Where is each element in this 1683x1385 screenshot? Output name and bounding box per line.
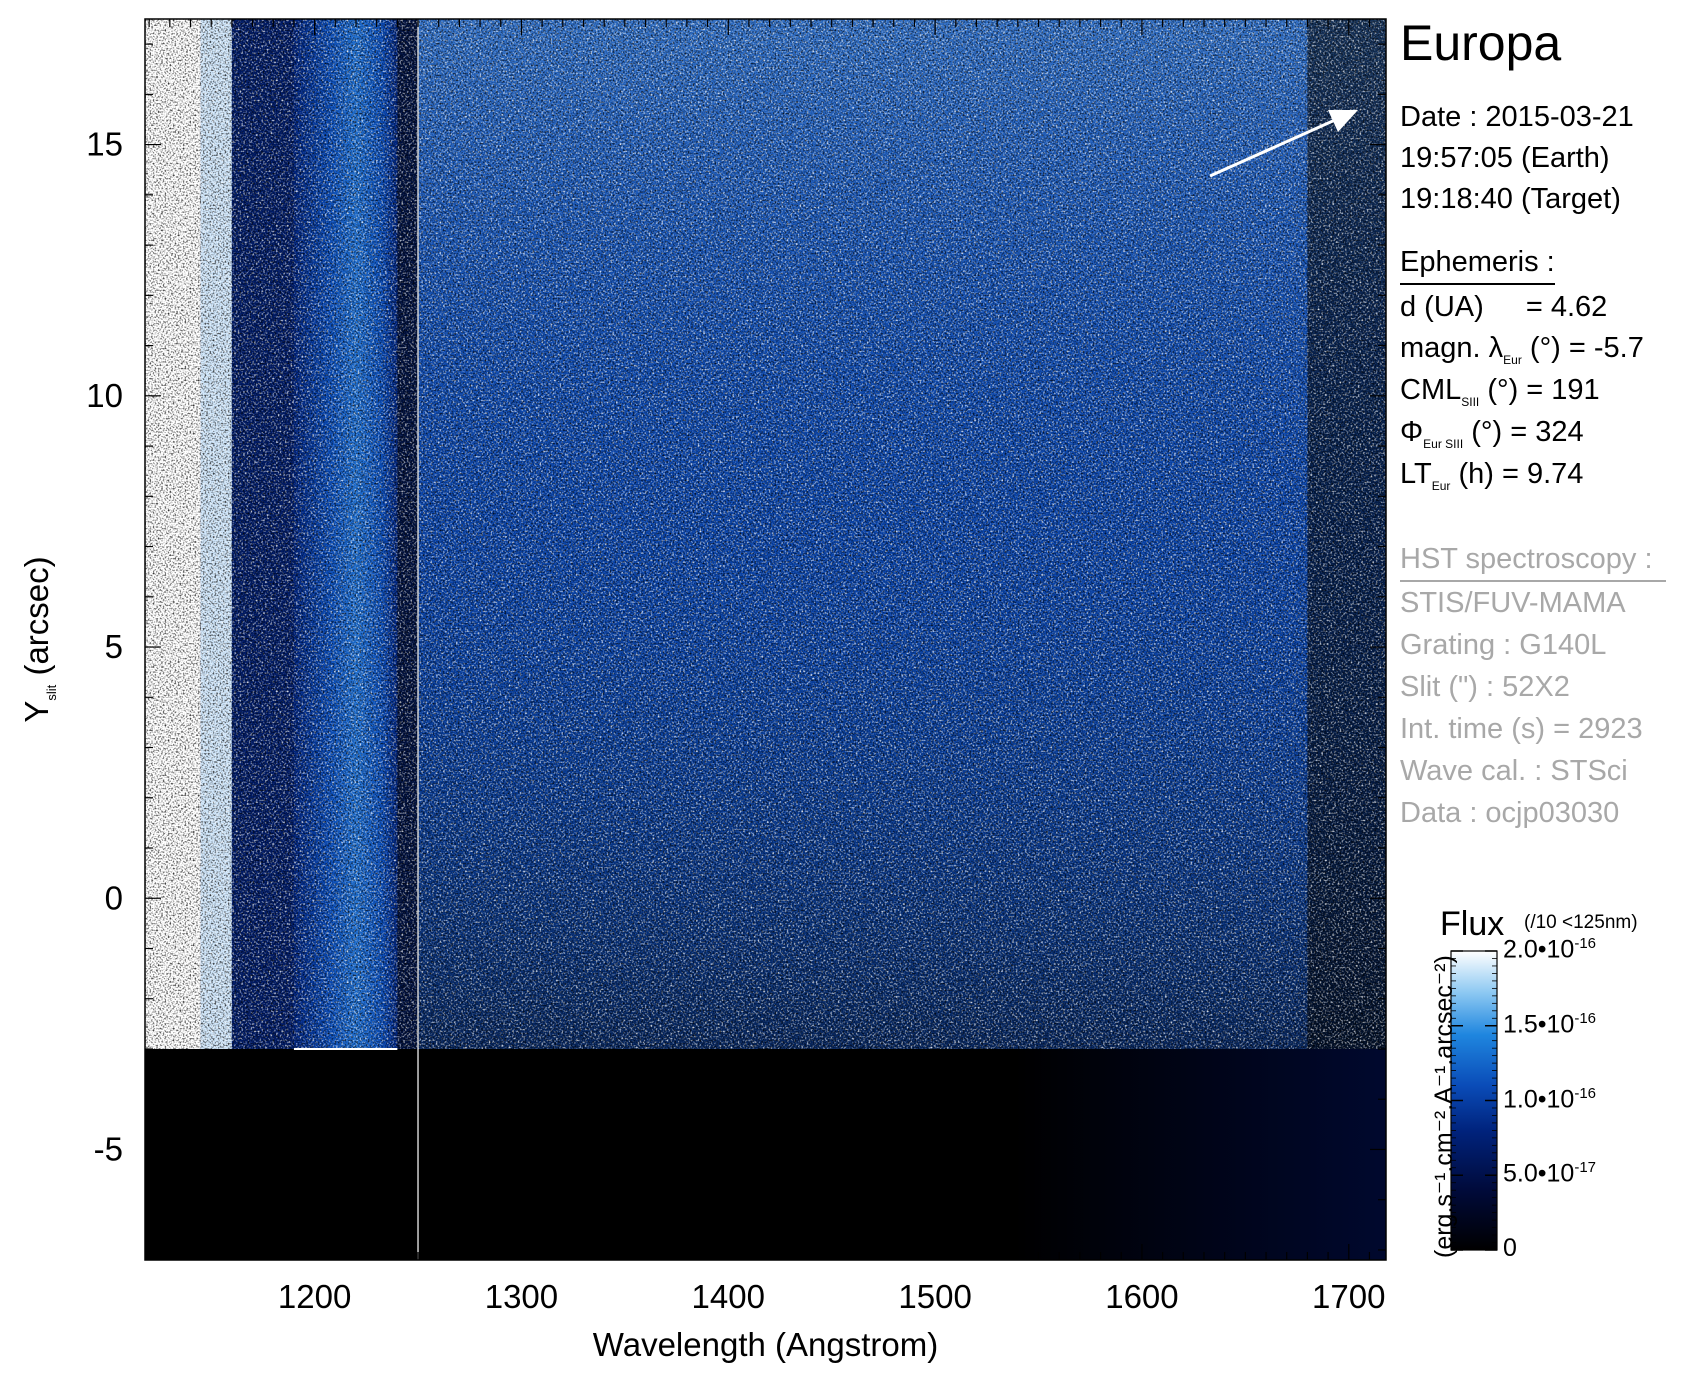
- colorbar-note: (/10 <125nm): [1524, 912, 1638, 933]
- phi-value: = 324: [1510, 416, 1584, 448]
- integration-time: Int. time (s) = 2923: [1400, 713, 1643, 745]
- wavelength-calibration: Wave cal. : STSci: [1400, 755, 1628, 787]
- target-name: Europa: [1400, 15, 1562, 71]
- lt-suffix: (h): [1458, 458, 1494, 490]
- lt-line: LTEur (h) = 9.74: [1400, 453, 1583, 507]
- colorbar-tick-mantissa: 5.0•10: [1503, 1159, 1575, 1188]
- direction-arrow: [1209, 110, 1358, 178]
- cml-suffix: (°): [1487, 374, 1519, 406]
- phi-sub: Eur SIII: [1423, 436, 1464, 451]
- x-axis-label: Wavelength (Angstrom): [593, 1326, 938, 1363]
- cml-value: = 191: [1526, 374, 1600, 406]
- colorbar-tick-exponent: -16: [1574, 1084, 1597, 1102]
- lambda-line: magn. λEur (°) = -5.7: [1400, 327, 1644, 381]
- phi-suffix: (°): [1471, 416, 1503, 448]
- colorbar-tick-mantissa: 0: [1503, 1234, 1517, 1262]
- x-tick-label: 1700: [1312, 1278, 1385, 1315]
- y-tick-label: 10: [86, 377, 123, 414]
- colorbar-tick-label: 2.0•10-16: [1503, 935, 1596, 964]
- lambda-suffix: (°): [1529, 332, 1561, 364]
- colorbar-tick-mantissa: 1.5•10: [1503, 1010, 1575, 1039]
- x-tick-label: 1200: [278, 1278, 351, 1315]
- colorbar-title: Flux: [1440, 905, 1505, 943]
- phi-line: ΦEur SIII (°) = 324: [1400, 411, 1584, 465]
- spectral-image: [145, 19, 1386, 1260]
- arrow-head: [1328, 110, 1358, 132]
- y-tick-label: 15: [86, 126, 123, 163]
- distance-line: d (UA) = 4.62: [1400, 286, 1607, 328]
- cml-line: CMLSIII (°) = 191: [1400, 369, 1600, 423]
- earth-time: 19:57:05 (Earth): [1400, 142, 1610, 174]
- y-tick-label: 0: [105, 879, 123, 916]
- y-axis-label-main: Y: [18, 701, 55, 723]
- ephemeris-header: Ephemeris :: [1400, 241, 1555, 285]
- colorbar-unit: (erg.s⁻¹.cm⁻².A⁻¹.arcsec⁻²): [1430, 955, 1458, 1258]
- target-time: 19:18:40 (Target): [1400, 183, 1621, 215]
- ephemeris-section: Ephemeris :: [1400, 241, 1555, 285]
- y-tick-label: 5: [105, 628, 123, 665]
- y-axis-label-unit: (arcsec): [18, 556, 55, 684]
- colorbar-tick-label: 1.5•10-16: [1503, 1010, 1596, 1039]
- lambda-prefix: magn. λ: [1400, 332, 1504, 364]
- colorbar-tick-exponent: -16: [1574, 1009, 1597, 1027]
- lambda-sub: Eur: [1503, 352, 1522, 367]
- lt-value: = 9.74: [1501, 458, 1584, 490]
- axes: 1200 1300 1400 1500 1600 1700 -5 0 5 10 15 Waveleng…: [18, 18, 1387, 1363]
- phi-prefix: Φ: [1400, 416, 1424, 448]
- instrument: STIS/FUV-MAMA: [1400, 587, 1626, 619]
- grating: Grating : G140L: [1400, 629, 1607, 661]
- x-tick-label: 1300: [485, 1278, 558, 1315]
- colorbar: [1450, 950, 1498, 1251]
- observation-date: Date : 2015-03-21: [1400, 101, 1634, 133]
- colorbar-tick-mantissa: 2.0•10: [1503, 935, 1575, 964]
- hst-header: HST spectroscopy :: [1400, 538, 1666, 582]
- distance-label: d (UA): [1400, 291, 1484, 323]
- x-tick-label: 1600: [1105, 1278, 1178, 1315]
- cml-prefix: CML: [1400, 374, 1462, 406]
- colorbar-tick-mantissa: 1.0•10: [1503, 1084, 1575, 1113]
- cml-sub: SIII: [1461, 394, 1480, 409]
- lt-prefix: LT: [1400, 458, 1432, 490]
- arrow-shaft: [1209, 118, 1336, 178]
- slit: Slit (") : 52X2: [1400, 671, 1570, 703]
- colorbar-tick-label: 0: [1503, 1234, 1517, 1263]
- x-tick-label: 1400: [692, 1278, 765, 1315]
- hst-section: HST spectroscopy :: [1400, 538, 1666, 582]
- y-axis-label-sub: slit: [44, 684, 59, 700]
- colorbar-tick-label: 1.0•10-16: [1503, 1085, 1596, 1114]
- photon-noise-dark: [145, 19, 1386, 1049]
- y-tick-label: -5: [94, 1130, 123, 1167]
- plot-frame: [144, 18, 1387, 1261]
- lt-sub: Eur: [1431, 478, 1451, 493]
- lambda-value: = -5.7: [1568, 332, 1644, 364]
- colorbar-tick-exponent: -16: [1574, 935, 1597, 952]
- distance-value: = 4.62: [1525, 291, 1608, 323]
- below-slit-background: [145, 1048, 1386, 1260]
- y-axis-label: Yslit (arcsec): [18, 556, 59, 722]
- x-tick-label: 1500: [898, 1278, 971, 1315]
- dataset-id: Data : ocjp03030: [1400, 797, 1620, 829]
- colorbar-tick-label: 5.0•10-17: [1503, 1159, 1596, 1188]
- colorbar-tick-exponent: -17: [1574, 1159, 1597, 1177]
